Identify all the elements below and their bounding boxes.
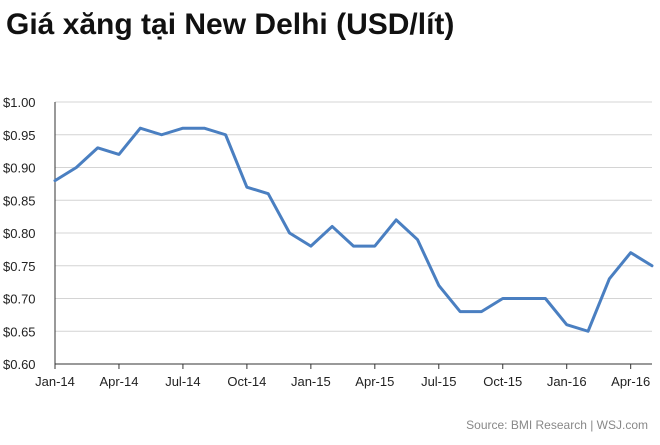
series-line xyxy=(53,126,654,333)
y-tick-label: $0.65 xyxy=(3,324,36,339)
gridlines xyxy=(55,101,652,332)
x-tick-label: Jul-15 xyxy=(421,374,456,389)
y-tick-label: $0.90 xyxy=(3,161,36,176)
x-tick-label: Jan-15 xyxy=(291,374,331,389)
x-tick-label: Oct-14 xyxy=(227,374,266,389)
axes xyxy=(54,102,652,365)
chart-title: Giá xăng tại New Delhi (USD/lít) xyxy=(6,8,455,41)
x-tick-label: Oct-15 xyxy=(483,374,522,389)
y-tick-label: $0.80 xyxy=(3,226,36,241)
x-tick-label: Jan-16 xyxy=(547,374,587,389)
x-tick-label: Jan-14 xyxy=(35,374,75,389)
x-tick-label: Apr-16 xyxy=(611,374,650,389)
y-tick-label: $0.60 xyxy=(3,357,36,372)
series xyxy=(53,126,654,333)
source-note: Source: BMI Research | WSJ.com xyxy=(466,418,648,432)
x-tick-label: Apr-15 xyxy=(355,374,394,389)
x-tick-label: Jul-14 xyxy=(165,374,200,389)
y-tick-label: $0.95 xyxy=(3,128,36,143)
x-axis-ticks: Jan-14 Apr-14 Jul-14 Oct-14 Jan-15 Apr-15 Jul-… xyxy=(35,364,650,389)
x-tick-label: Apr-14 xyxy=(99,374,138,389)
y-axis-ticks: $0.60 $0.65 $0.70 $0.75 $0.80 $0.85 $0.90 $0.95… xyxy=(3,95,36,372)
y-tick-label: $0.85 xyxy=(3,193,36,208)
y-tick-label: $0.70 xyxy=(3,292,36,307)
y-tick-label: $1.00 xyxy=(3,95,36,110)
y-tick-label: $0.75 xyxy=(3,259,36,274)
